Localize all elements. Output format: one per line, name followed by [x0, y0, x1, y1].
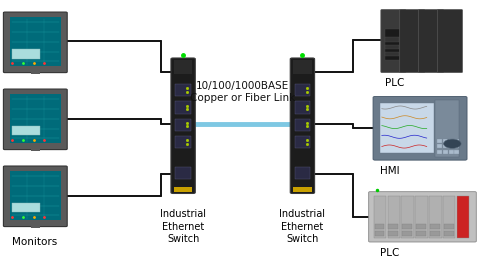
FancyBboxPatch shape: [373, 96, 467, 160]
Bar: [374, 196, 386, 238]
FancyBboxPatch shape: [290, 58, 315, 193]
FancyBboxPatch shape: [3, 89, 67, 150]
Bar: [385, 52, 398, 56]
Bar: [12, 203, 40, 212]
Text: Monitors: Monitors: [13, 237, 57, 247]
Bar: [295, 84, 310, 96]
Bar: [31, 225, 40, 228]
Bar: [12, 49, 40, 58]
Bar: [430, 196, 442, 238]
Bar: [295, 119, 310, 131]
Bar: [437, 139, 442, 143]
Bar: [12, 126, 40, 135]
Bar: [416, 224, 426, 229]
Bar: [449, 139, 453, 143]
Bar: [401, 196, 413, 238]
Text: PLC: PLC: [380, 248, 399, 258]
Bar: [449, 144, 453, 148]
Bar: [10, 94, 61, 143]
Circle shape: [444, 139, 461, 148]
Text: PLC: PLC: [385, 78, 404, 88]
Bar: [174, 60, 192, 74]
Bar: [388, 196, 399, 238]
Bar: [457, 196, 469, 238]
FancyBboxPatch shape: [369, 192, 476, 242]
Bar: [175, 136, 191, 148]
Bar: [445, 224, 453, 229]
FancyBboxPatch shape: [171, 58, 195, 193]
Bar: [402, 231, 412, 236]
Bar: [295, 167, 310, 179]
Bar: [31, 148, 40, 151]
Bar: [10, 171, 61, 220]
Bar: [385, 29, 400, 60]
Bar: [175, 101, 191, 114]
Bar: [443, 144, 448, 148]
Bar: [431, 224, 440, 229]
Bar: [444, 196, 455, 238]
Bar: [454, 144, 459, 148]
FancyBboxPatch shape: [418, 10, 444, 73]
Bar: [293, 60, 312, 74]
Bar: [389, 224, 397, 229]
Bar: [385, 45, 398, 49]
Bar: [175, 84, 191, 96]
Bar: [443, 139, 448, 143]
Bar: [416, 231, 426, 236]
Bar: [415, 196, 428, 238]
Bar: [431, 231, 440, 236]
Bar: [389, 231, 397, 236]
Bar: [437, 150, 442, 154]
Bar: [437, 144, 442, 148]
FancyBboxPatch shape: [400, 10, 425, 73]
Bar: [295, 101, 310, 114]
Text: 10/100/1000BASE
Copper or Fiber Link: 10/100/1000BASE Copper or Fiber Link: [190, 81, 295, 103]
Bar: [454, 150, 459, 154]
Bar: [385, 37, 398, 42]
Bar: [434, 100, 459, 157]
Bar: [10, 17, 61, 66]
Bar: [175, 119, 191, 131]
Text: Industrial
Ethernet
Switch: Industrial Ethernet Switch: [160, 209, 206, 244]
Bar: [375, 224, 384, 229]
Bar: [293, 187, 312, 192]
FancyBboxPatch shape: [3, 166, 67, 226]
Bar: [174, 187, 192, 192]
FancyBboxPatch shape: [3, 12, 67, 73]
Bar: [175, 167, 191, 179]
Text: HMI: HMI: [380, 166, 399, 176]
Bar: [445, 231, 453, 236]
FancyBboxPatch shape: [437, 10, 463, 73]
Bar: [31, 71, 40, 74]
Bar: [449, 150, 453, 154]
Bar: [454, 139, 459, 143]
Bar: [402, 224, 412, 229]
Bar: [375, 231, 384, 236]
Bar: [443, 150, 448, 154]
Bar: [295, 136, 310, 148]
FancyBboxPatch shape: [381, 10, 406, 73]
Text: Industrial
Ethernet
Switch: Industrial Ethernet Switch: [280, 209, 325, 244]
Bar: [380, 103, 433, 153]
